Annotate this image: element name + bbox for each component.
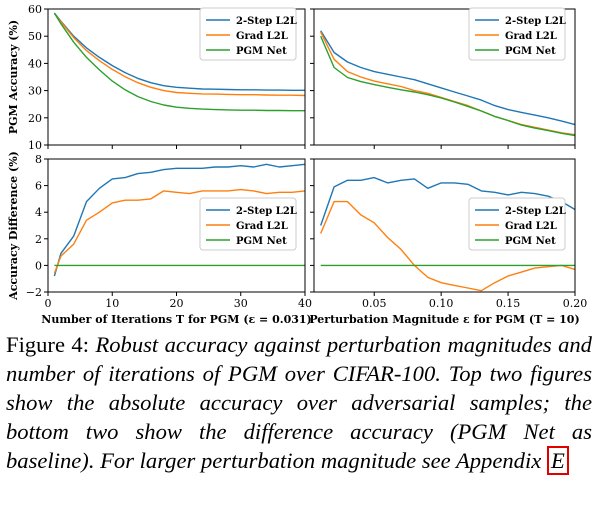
caption-text: Robust accuracy against perturbation mag… [6,332,592,473]
y-tick-label: 50 [28,30,42,43]
y-tick-label: 0 [35,259,42,272]
chart-panel-1: 10 20 30 40 50 60 PGM Accuracy (%) 2-Step L2L Gr… [7,3,306,152]
y-tick-label: 8 [35,153,42,166]
y-tick-label: 4 [35,206,42,219]
x-tick-label: 0.10 [429,297,454,310]
x-tick-label: 0 [45,297,52,310]
y-axis-label: Accuracy Difference (%) [7,151,20,301]
legend-entry: Grad L2L [505,221,557,232]
legend-entry: 2-Step L2L [505,206,566,217]
y-tick-label: 30 [28,85,42,98]
x-tick-label: 20 [170,297,184,310]
legend-box [199,197,297,251]
legend-entry: 2-Step L2L [236,206,297,217]
chart-panel-4: 0.05 0.10 0.15 0.20 Perturbation Magnitude ε… [309,158,588,326]
y-tick-label: 60 [28,3,42,16]
figure-caption: Figure 4: Robust accuracy against pertur… [6,330,592,475]
y-tick-label: 40 [28,57,42,70]
series-line-pgm-net [53,12,305,112]
legend-entry: Grad L2L [236,31,288,42]
legend: 2-Step L2L Grad L2L PGM Net [468,197,566,251]
series-line-grad-l2l [320,200,576,292]
series-line-2-step-l2l [53,12,305,92]
y-tick-label: 6 [35,180,42,193]
y-tick-label: 10 [28,139,42,152]
legend-box [468,197,566,251]
legend-entry: Grad L2L [236,221,288,232]
series-line-2-step-l2l [320,176,576,226]
series-line-grad-l2l [53,188,306,274]
series-line-2-step-l2l [320,30,576,126]
appendix-link[interactable]: E [546,446,569,475]
x-tick-label: 0.15 [496,297,521,310]
series-line-2-step-l2l [53,163,306,277]
legend: 2-Step L2L Grad L2L PGM Net [468,7,566,61]
legend-entry: PGM Net [236,236,287,247]
legend-entry: PGM Net [505,236,556,247]
legend-box [468,7,566,61]
y-tick-label: 20 [28,112,42,125]
legend: 2-Step L2L Grad L2L PGM Net [199,197,297,251]
caption-label: Figure 4: [6,332,89,357]
axes-frame [313,8,576,146]
x-tick-label: 0.05 [362,297,387,310]
legend: 2-Step L2L Grad L2L PGM Net [199,7,297,61]
legend-entry: 2-Step L2L [505,16,566,27]
legend-entry: Grad L2L [505,31,557,42]
x-tick-label: 10 [105,297,119,310]
legend-entry: PGM Net [505,46,556,57]
x-tick-label: 0.20 [563,297,588,310]
x-axis-label: Number of Iterations T for PGM (ε = 0.03… [41,313,311,326]
legend-entry: PGM Net [236,46,287,57]
y-tick-label: −2 [26,286,42,299]
y-axis-label: PGM Accuracy (%) [7,20,20,134]
legend-box [199,7,297,61]
x-axis-label: Perturbation Magnitude ε for PGM (T = 10… [309,313,579,326]
axes-frame [313,158,576,293]
series-line-pgm-net [320,35,576,137]
y-tick-label: 2 [35,233,42,246]
x-tick-label: 40 [298,297,312,310]
chart-panel-2: 2-Step L2L Grad L2L PGM Net [310,7,576,149]
legend-entry: 2-Step L2L [236,16,297,27]
series-line-grad-l2l [53,13,306,97]
x-tick-label: 30 [234,297,248,310]
